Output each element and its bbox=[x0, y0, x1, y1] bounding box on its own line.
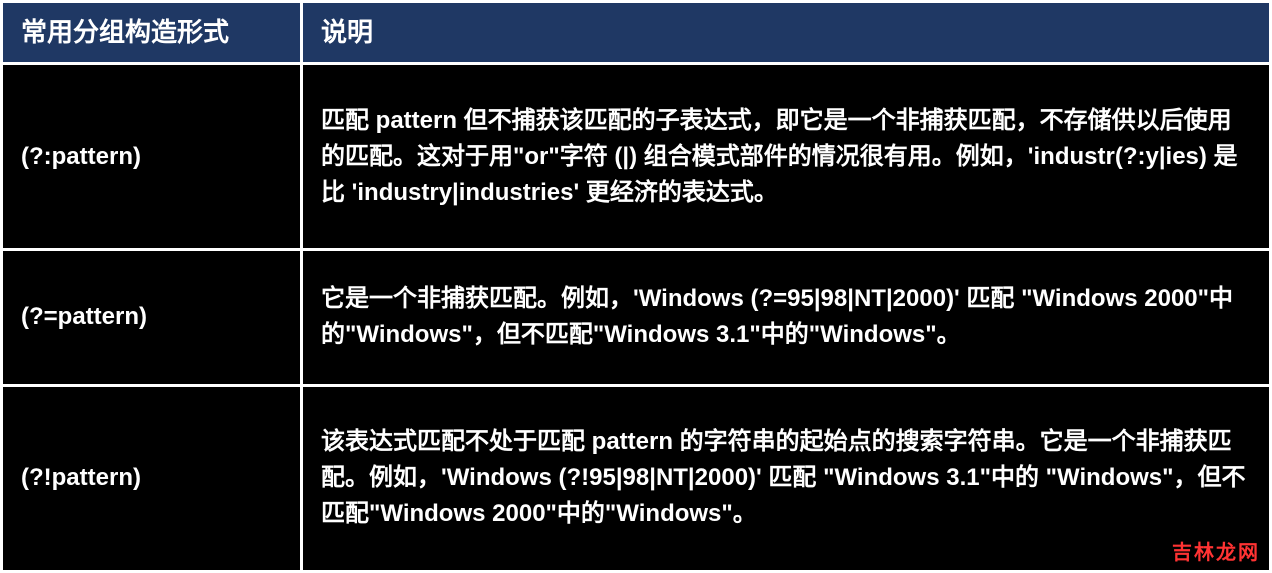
cell-desc: 它是一个非捕获匹配。例如，'Windows (?=95|98|NT|2000)'… bbox=[302, 250, 1271, 385]
cell-desc: 匹配 pattern 但不捕获该匹配的子表达式，即它是一个非捕获匹配，不存储供以… bbox=[302, 64, 1271, 250]
cell-desc: 该表达式匹配不处于匹配 pattern 的字符串的起始点的搜索字符串。它是一个非… bbox=[302, 385, 1271, 571]
table-row: (?:pattern) 匹配 pattern 但不捕获该匹配的子表达式，即它是一… bbox=[2, 64, 1271, 250]
cell-pattern: (?:pattern) bbox=[2, 64, 302, 250]
table-row: (?!pattern) 该表达式匹配不处于匹配 pattern 的字符串的起始点… bbox=[2, 385, 1271, 571]
col-header-desc: 说明 bbox=[302, 2, 1271, 64]
table-body: (?:pattern) 匹配 pattern 但不捕获该匹配的子表达式，即它是一… bbox=[2, 64, 1271, 572]
col-header-pattern: 常用分组构造形式 bbox=[2, 2, 302, 64]
table-header: 常用分组构造形式 说明 bbox=[2, 2, 1271, 64]
table-header-row: 常用分组构造形式 说明 bbox=[2, 2, 1271, 64]
regex-grouping-table: 常用分组构造形式 说明 (?:pattern) 匹配 pattern 但不捕获该… bbox=[0, 0, 1272, 573]
cell-pattern: (?!pattern) bbox=[2, 385, 302, 571]
page-root: 常用分组构造形式 说明 (?:pattern) 匹配 pattern 但不捕获该… bbox=[0, 0, 1272, 573]
cell-pattern: (?=pattern) bbox=[2, 250, 302, 385]
table-row: (?=pattern) 它是一个非捕获匹配。例如，'Windows (?=95|… bbox=[2, 250, 1271, 385]
